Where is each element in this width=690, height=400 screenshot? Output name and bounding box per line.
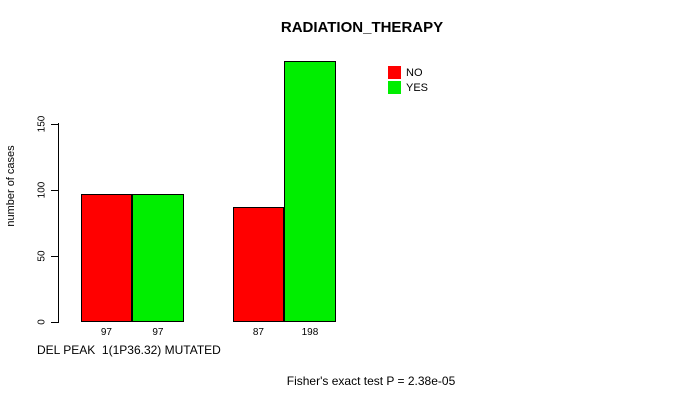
bar-value-label: 97: [100, 327, 112, 338]
bar-value-label: 87: [252, 327, 264, 338]
legend-swatch-yes: [388, 81, 401, 94]
legend-swatch-no: [388, 66, 401, 79]
y-tick-label: 0: [36, 319, 48, 325]
chart-title: RADIATION_THERAPY: [280, 19, 444, 36]
legend-label-no: NO: [406, 66, 423, 79]
bar-value-label: 198: [301, 327, 319, 338]
bar-value-label: 97: [152, 327, 164, 338]
y-tick-label: 100: [36, 181, 48, 199]
y-tick-label: 50: [36, 250, 48, 262]
bar-no-group2: [232, 207, 285, 322]
legend: NO YES: [388, 65, 428, 95]
y-axis-line: [58, 123, 59, 323]
y-tick-label: 150: [36, 115, 48, 133]
y-axis-title: number of cases: [5, 145, 17, 227]
y-tick-mark: [51, 123, 59, 125]
y-tick-mark: [51, 189, 59, 191]
y-tick-mark: [51, 255, 59, 257]
legend-item-yes: YES: [388, 80, 428, 95]
bar-yes-group2: [284, 60, 336, 322]
bar-yes-group1: [132, 193, 184, 322]
legend-item-no: NO: [388, 65, 428, 80]
bar-no-group1: [80, 193, 133, 322]
fisher-test-annotation: Fisher's exact test P = 2.38e-05: [286, 374, 456, 388]
x-axis-title: DEL PEAK 1(1P36.32) MUTATED: [37, 343, 221, 357]
y-tick-mark: [51, 321, 59, 323]
legend-label-yes: YES: [406, 81, 429, 94]
